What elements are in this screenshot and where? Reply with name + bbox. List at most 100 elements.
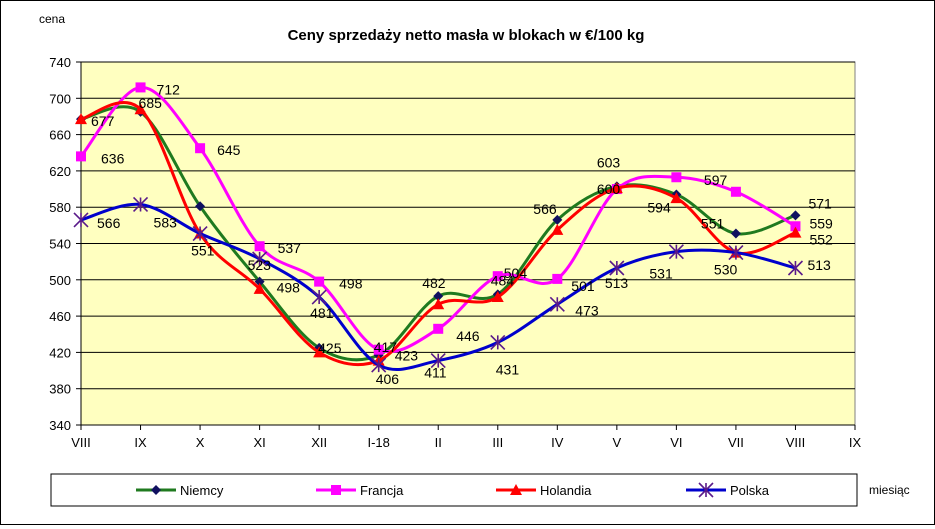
y-tick-label: 500 bbox=[49, 273, 71, 288]
data-point-niemcy bbox=[552, 214, 563, 225]
data-point-holandia bbox=[432, 298, 445, 310]
x-tick-label: VII bbox=[728, 435, 744, 450]
y-tick-label: 340 bbox=[49, 418, 71, 433]
data-label: 482 bbox=[422, 275, 446, 291]
data-label: 551 bbox=[701, 216, 725, 232]
data-label: 446 bbox=[456, 328, 480, 344]
data-label: 537 bbox=[278, 240, 302, 256]
data-point-holandia bbox=[789, 226, 802, 238]
data-point-niemcy bbox=[254, 276, 265, 287]
data-point-polska bbox=[430, 353, 446, 369]
data-point-francja bbox=[314, 276, 325, 287]
data-label: 685 bbox=[139, 95, 163, 111]
data-point-niemcy bbox=[730, 228, 741, 239]
data-label: 594 bbox=[647, 199, 671, 215]
data-point-polska bbox=[609, 260, 625, 276]
data-point-holandia bbox=[75, 113, 87, 125]
data-label: 417 bbox=[374, 339, 398, 355]
data-label: 645 bbox=[217, 142, 241, 158]
chart-title: Ceny sprzedaży netto masła w blokach w €… bbox=[288, 27, 645, 44]
data-point-holandia bbox=[551, 223, 564, 235]
data-label: 597 bbox=[704, 172, 728, 188]
data-point-holandia bbox=[253, 282, 266, 294]
data-label: 498 bbox=[339, 276, 363, 292]
data-point-francja bbox=[195, 143, 206, 154]
data-label: 566 bbox=[533, 201, 557, 217]
x-tick-label: X bbox=[196, 435, 205, 450]
data-point-polska bbox=[192, 225, 208, 242]
data-point-polska bbox=[371, 357, 387, 373]
data-point-polska bbox=[549, 296, 565, 312]
data-label: 636 bbox=[101, 150, 125, 166]
data-point-polska bbox=[311, 289, 327, 305]
legend-label-niemcy: Niemcy bbox=[180, 483, 224, 498]
x-tick-label: VI bbox=[670, 435, 682, 450]
data-label: 566 bbox=[97, 215, 121, 231]
data-point-niemcy bbox=[790, 210, 801, 221]
data-point-francja bbox=[76, 151, 86, 162]
data-point-polska bbox=[728, 245, 744, 261]
y-tick-label: 540 bbox=[49, 237, 71, 252]
legend-marker-niemcy bbox=[151, 485, 161, 495]
data-label: 473 bbox=[575, 302, 599, 318]
y-tick-label: 740 bbox=[49, 55, 71, 70]
data-point-francja bbox=[433, 323, 444, 334]
x-tick-label: III bbox=[492, 435, 503, 450]
x-tick-label: IX bbox=[849, 435, 862, 450]
data-label: 523 bbox=[248, 257, 272, 273]
data-point-polska bbox=[132, 196, 149, 213]
data-label: 411 bbox=[424, 365, 447, 381]
x-tick-label: VIII bbox=[71, 435, 91, 450]
data-point-francja bbox=[671, 172, 682, 183]
data-point-niemcy bbox=[195, 201, 206, 212]
x-tick-label: I-18 bbox=[367, 435, 389, 450]
legend-marker-polska bbox=[698, 482, 714, 498]
data-label: 504 bbox=[504, 265, 528, 281]
data-point-francja bbox=[790, 221, 801, 232]
legend: Niemcy Francja Holandia Polska bbox=[50, 473, 858, 507]
data-label: 600 bbox=[597, 181, 621, 197]
data-point-holandia bbox=[610, 182, 623, 194]
data-label: 551 bbox=[191, 243, 215, 259]
data-label: 531 bbox=[649, 266, 673, 282]
y-axis-label: cena bbox=[39, 12, 65, 26]
x-tick-label: II bbox=[435, 435, 442, 450]
data-point-francja bbox=[730, 186, 741, 197]
x-axis-label: miesiąc bbox=[869, 483, 910, 497]
y-tick-label: 660 bbox=[49, 128, 71, 143]
y-tick-label: 380 bbox=[49, 382, 71, 397]
data-point-francja bbox=[254, 241, 265, 252]
legend-label-holandia: Holandia bbox=[540, 483, 592, 498]
data-point-polska bbox=[252, 251, 268, 267]
data-label: 530 bbox=[714, 262, 738, 278]
data-point-niemcy bbox=[433, 291, 444, 302]
data-label: 552 bbox=[809, 232, 833, 248]
data-point-francja bbox=[373, 344, 384, 355]
data-label: 498 bbox=[277, 280, 301, 296]
y-tick-label: 420 bbox=[49, 345, 71, 360]
x-tick-label: XII bbox=[311, 435, 327, 450]
data-point-francja bbox=[552, 273, 563, 284]
series-polska bbox=[73, 196, 804, 373]
data-label: 571 bbox=[808, 195, 832, 211]
y-tick-label: 700 bbox=[49, 91, 71, 106]
x-tick-label: V bbox=[613, 435, 622, 450]
legend-marker-holandia bbox=[510, 484, 522, 495]
data-point-polska bbox=[73, 212, 89, 228]
data-label: 423 bbox=[395, 348, 419, 364]
data-point-holandia bbox=[313, 346, 326, 358]
x-tick-label: IV bbox=[551, 435, 564, 450]
data-label: 484 bbox=[491, 272, 515, 288]
data-label: 431 bbox=[496, 361, 520, 377]
data-label: 406 bbox=[376, 371, 400, 387]
x-tick-label: IX bbox=[134, 435, 147, 450]
data-label: 712 bbox=[157, 81, 181, 97]
y-tick-label: 580 bbox=[49, 200, 71, 215]
y-tick-label: 620 bbox=[49, 164, 71, 179]
data-point-polska bbox=[490, 334, 506, 350]
legend-label-polska: Polska bbox=[730, 483, 770, 498]
y-tick-label: 460 bbox=[49, 309, 71, 324]
